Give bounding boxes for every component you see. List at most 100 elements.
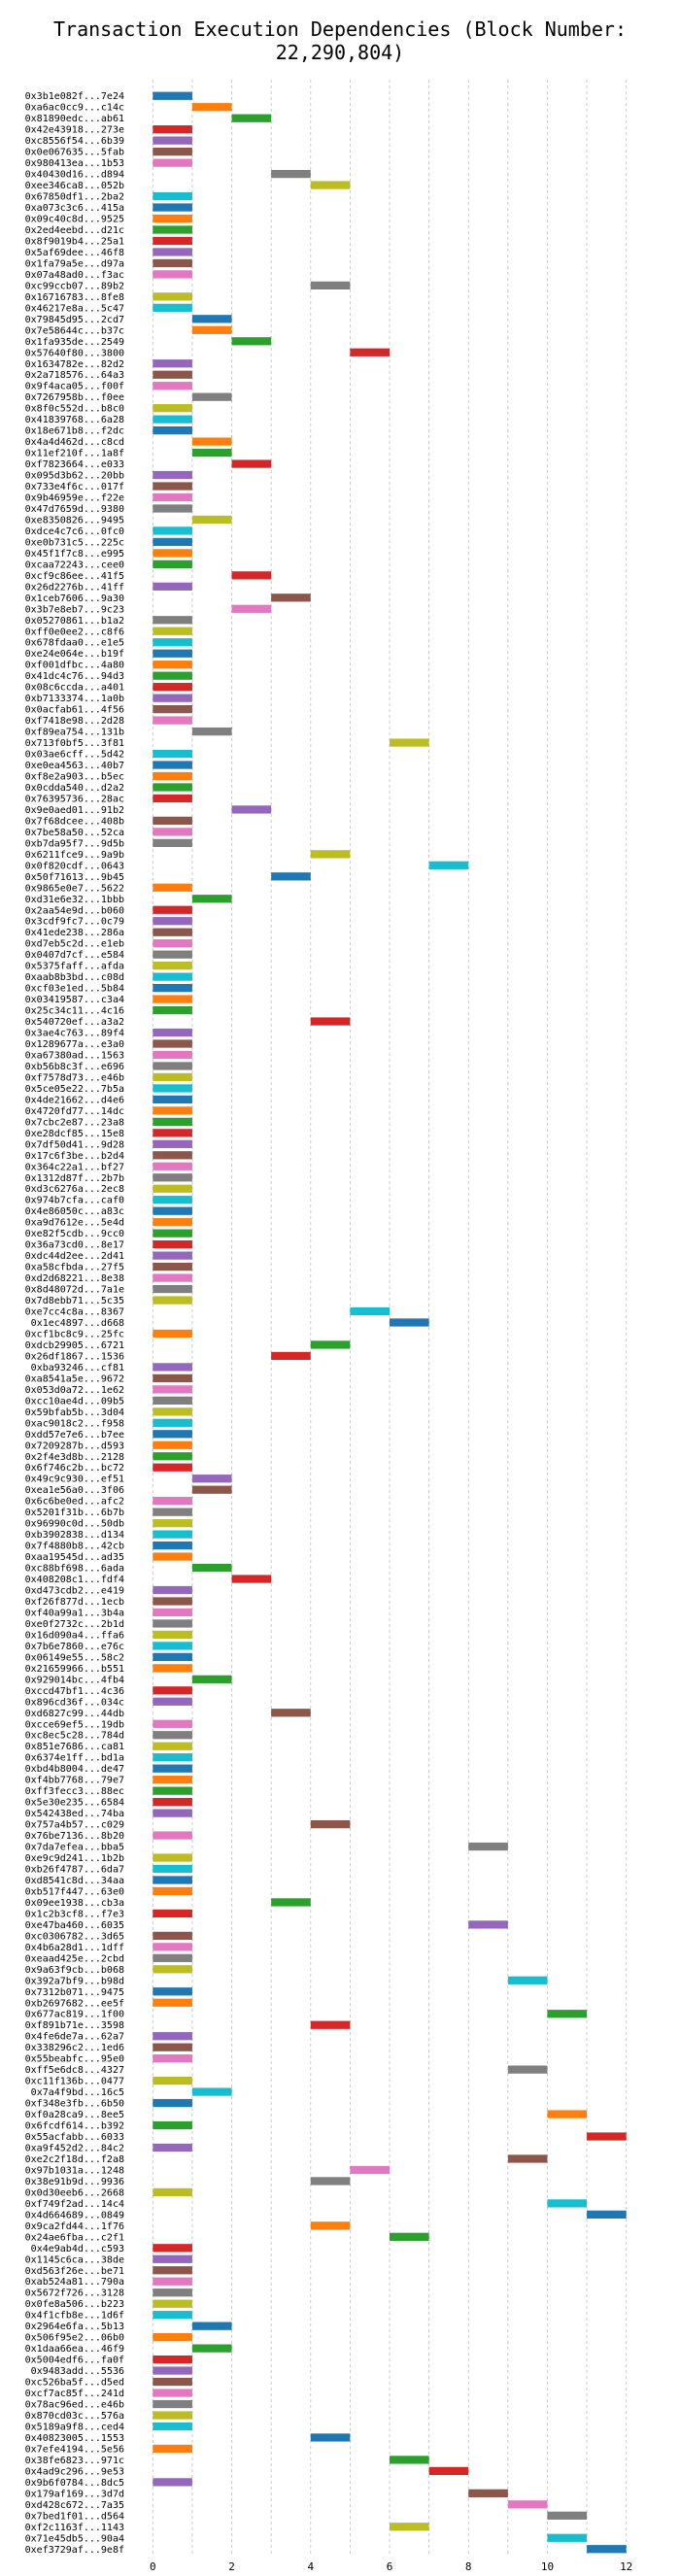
tx-bar [153, 549, 192, 558]
y-tick-label: 0xe24e064e...b19f [25, 649, 124, 660]
tx-bar [153, 761, 192, 769]
tx-bar [310, 2221, 351, 2230]
tx-bar [153, 1797, 192, 1807]
tx-bar [507, 2154, 548, 2163]
y-tick-label: 0x1fa79a5e...d97a [25, 258, 124, 269]
y-tick-label: 0x26d2276b...41ff [25, 582, 124, 593]
tx-bar [153, 627, 192, 635]
y-tick-label: 0x5672f726...3128 [25, 2288, 124, 2299]
tx-bar [153, 1162, 192, 1170]
tx-bar [153, 1876, 192, 1884]
y-tick-label: 0x4d664689...0849 [25, 2210, 124, 2220]
y-tick-label: 0xff0e0ee2...c8f6 [25, 627, 124, 637]
y-tick-label: 0xc99ccb07...89b2 [25, 281, 124, 291]
tx-bar [153, 1519, 192, 1528]
y-tick-label: 0x76395736...28ac [25, 794, 124, 804]
y-tick-label: 0x1daa66ea...46f9 [25, 2344, 124, 2355]
y-tick-label: 0x4f1cfb8e...1d6f [25, 2311, 124, 2322]
tx-bar [153, 359, 192, 368]
tx-bar [153, 1251, 192, 1260]
y-tick-label: 0x09ee1938...cb3a [25, 1898, 124, 1909]
tx-bar [153, 694, 192, 702]
tx-bar [153, 683, 192, 692]
tx-bar [153, 1652, 192, 1662]
y-tick-label: 0x42e43918...273e [25, 125, 124, 136]
tx-bar [587, 2210, 627, 2220]
tx-bar [153, 482, 192, 491]
tx-bar [153, 1373, 192, 1383]
y-tick-label: 0x5201f31b...6b7b [25, 1508, 124, 1518]
tx-bar [153, 2333, 192, 2342]
tx-bar [153, 236, 192, 246]
y-tick-label: 0x2964e6fa...5b13 [25, 2322, 124, 2332]
tx-bar [191, 895, 232, 903]
y-tick-label: 0xf26f877d...1ecb [25, 1597, 124, 1608]
tx-bar [153, 1608, 192, 1617]
y-tick-label: 0x09c40c8d...9525 [25, 215, 124, 225]
tx-bar [153, 148, 192, 156]
tx-bar [310, 281, 351, 290]
tx-bar [153, 404, 192, 413]
tx-bar [153, 917, 192, 926]
tx-bar [153, 1430, 192, 1439]
tx-bar [153, 2377, 192, 2387]
y-tick-label: 0x4ad9c296...9e53 [25, 2466, 124, 2477]
y-tick-label: 0xac9018c2...f958 [25, 1418, 124, 1429]
tx-bar [310, 1017, 351, 1026]
tx-bar [153, 1697, 192, 1706]
y-tick-label: 0x9483add...5536 [31, 2366, 124, 2377]
y-tick-label: 0x2f4e3d8b...2128 [25, 1452, 124, 1463]
y-tick-label: 0x4b6a28d1...1dff [25, 1943, 124, 1953]
tx-bar [153, 2187, 192, 2197]
y-tick-label: 0x095d3b62...20bb [25, 471, 124, 482]
y-tick-label: 0x757a4b57...c029 [25, 1820, 124, 1831]
y-tick-label: 0xe0ea4563...40b7 [25, 761, 124, 771]
y-tick-label: 0xd6827c99...44db [25, 1709, 124, 1719]
y-tick-label: 0xdc44d2ee...2d41 [25, 1251, 124, 1262]
y-tick-label: 0x338296c2...1ed6 [25, 2043, 124, 2053]
y-tick-label: 0xd2d68221...8e38 [25, 1273, 124, 1284]
tx-bar [153, 1385, 192, 1394]
tx-bar [153, 2244, 192, 2253]
y-tick-label: 0x9b6f0784...8dc5 [25, 2478, 124, 2489]
y-tick-label: 0x57640f80...3800 [25, 348, 124, 358]
tx-bar [153, 91, 192, 100]
tx-bar [153, 425, 192, 435]
tx-bar [153, 1530, 192, 1539]
tx-bar [153, 1886, 192, 1896]
y-tick-label: 0x2ed4eebd...d21c [25, 225, 124, 236]
tx-bar [153, 1262, 192, 1271]
tx-bar [153, 2054, 192, 2063]
y-tick-label: 0x08c6ccda...a401 [25, 683, 124, 694]
y-tick-label: 0xf0a28ca9...8ee5 [25, 2110, 124, 2120]
tx-bar [153, 1117, 192, 1126]
tx-bar [153, 191, 192, 201]
tx-bar [153, 504, 192, 513]
y-tick-label: 0x1fa935de...2549 [25, 337, 124, 348]
y-tick-label: 0x179af169...3d7d [25, 2489, 124, 2499]
tx-bar [153, 838, 192, 848]
x-tick-label: 4 [307, 2560, 314, 2573]
y-tick-label: 0xe9c9d241...1b2b [25, 1853, 124, 1864]
y-tick-label: 0xb56b8c3f...e696 [25, 1062, 124, 1072]
tx-bar [468, 1842, 508, 1851]
tx-bar [153, 1452, 192, 1461]
x-tick-label: 10 [541, 2560, 554, 2573]
y-tick-label: 0xcf7ac85f...241d [25, 2389, 124, 2399]
y-tick-label: 0xaab8b3bd...c08d [25, 972, 124, 983]
tx-bar [153, 248, 192, 256]
tx-bar [153, 1218, 192, 1227]
tx-bar [153, 1497, 192, 1506]
tx-bar [153, 2389, 192, 2397]
y-tick-label: 0x07a48ad0...f3ac [25, 270, 124, 281]
y-tick-label: 0xa67380ad...1563 [25, 1050, 124, 1061]
tx-bar [153, 1050, 192, 1060]
y-tick-label: 0xa9d7612e...5e4d [25, 1218, 124, 1229]
y-tick-label: 0x4e9ab4d...c593 [31, 2244, 124, 2254]
y-tick-label: 0xea1e56a0...3f06 [25, 1485, 124, 1496]
tx-bar [231, 805, 272, 814]
tx-bar [153, 258, 192, 268]
y-tick-label: 0x36a73cd0...8e17 [25, 1240, 124, 1251]
y-tick-label: 0x38e91b9d...9936 [25, 2177, 124, 2187]
tx-bar [468, 2489, 508, 2497]
